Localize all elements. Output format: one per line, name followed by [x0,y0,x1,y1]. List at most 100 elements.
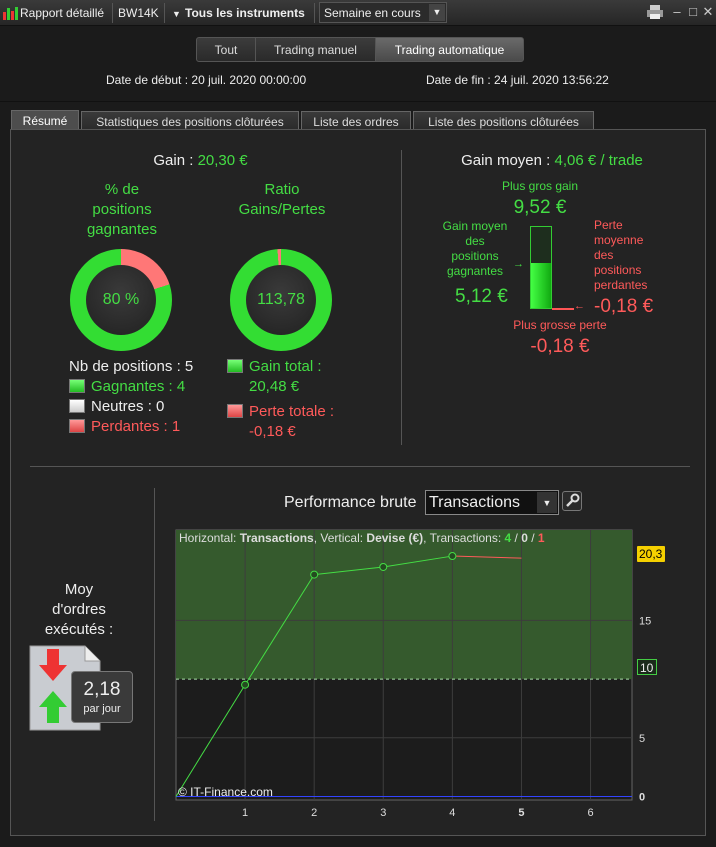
series-segment [452,555,522,559]
series-segment [175,684,246,797]
end-date: Date de fin : 24 juil. 2020 13:56:22 [426,73,609,87]
info-losers: 1 [537,531,545,545]
series-segment [244,574,315,685]
period-dropdown[interactable]: Semaine en cours ▼ [319,2,447,23]
perte-moy-l2: moyenne [594,233,644,247]
neutral-swatch [69,399,85,413]
positive-zone [176,530,632,680]
info-winners: 4 [504,531,512,545]
gain-moyen-label: Gain moyen : [461,152,551,169]
perte-moyenne-value: -0,18 € [594,296,654,317]
toolbar-divider [314,3,315,23]
info-prefix: Horizontal: [179,531,240,545]
ratio-title: Ratio Gains/Pertes [222,180,342,220]
gain-moyen-pos-l4: gagnantes [446,264,504,278]
pct-win-title: % de positions gagnantes [62,180,182,240]
chevron-down-icon[interactable]: ▼ [172,9,181,19]
orders-title-l2: d'ordres [52,601,106,618]
gain-heading: Gain : 20,30 € [0,152,401,169]
x-tick-label: 5 [518,807,524,819]
orders-title-l1: Moy [64,581,94,598]
gain-total-swatch [227,359,243,373]
loss-bar [552,308,574,310]
y-tick-label: 5 [639,733,645,745]
tab-closed-stats[interactable]: Statistiques des positions clôturées [81,111,299,130]
print-icon[interactable] [646,4,664,19]
win-rate-value: 80 % [86,265,156,335]
perte-moy-l3: des [594,248,614,262]
wrench-icon[interactable] [562,491,582,511]
win-rate-donut: 80 % [70,249,172,351]
performance-chart: 1 2 3 4 5 6 0 5 15 [175,529,651,819]
gain-moyen-heading: Gain moyen : 4,06 € / trade [402,152,702,169]
nb-positions: Nb de positions : 5 [69,358,194,375]
gain-moyen-pos-l3: positions [451,249,499,263]
chevron-down-icon: ▼ [429,4,445,21]
mode-auto-button[interactable]: Trading automatique [375,37,524,62]
data-point [310,570,319,579]
minimize-icon[interactable]: – [673,4,681,19]
info-sep2: / [527,531,538,545]
last-value-badge: 20,3 [637,546,665,562]
info-mid: , Vertical: [313,531,367,545]
tab-resume[interactable]: Résumé [11,110,79,130]
ratio-value: 113,78 [246,265,316,335]
chart-copyright: © IT-Finance.com [178,785,273,799]
losers-swatch [69,419,85,433]
data-point [241,680,250,689]
arrow-left-icon: ← [574,300,585,312]
perte-totale-label: Perte totale : [249,403,335,420]
section-divider [30,466,690,467]
report-label[interactable]: Rapport détaillé [20,6,105,20]
orders-value: 2,18 [83,679,121,700]
account-label[interactable]: BW14K [118,6,159,20]
start-date: Date de début : 20 juil. 2020 00:00:00 [106,73,307,87]
close-icon[interactable]: ✕ [702,4,714,19]
mode-manual-button[interactable]: Trading manuel [255,37,376,62]
info-horizontal: Transactions [239,531,314,545]
gain-total-label: Gain total : [249,358,322,375]
pct-win-title-l2: positions [92,201,152,218]
ratio-donut: 113,78 [230,249,332,351]
pct-win-title-l1: % de [104,181,140,198]
info-sep1: / [511,531,522,545]
perte-moy-l5: perdantes [594,278,648,292]
chart-report-icon [2,5,18,21]
gain-moyen-pos-l2: des [465,234,485,248]
x-tick-label: 4 [449,807,455,819]
performance-select-value: Transactions [429,494,520,511]
performance-title: Performance brute [284,494,417,511]
mode-all-button[interactable]: Tout [196,37,256,62]
perte-moy-l4: positions [594,263,642,277]
x-tick-label: 2 [311,807,317,819]
gain-moyen-positions-value: 5,12 € [455,286,508,307]
y-tick-label: 15 [639,615,651,627]
orders-value-box: 2,18 par jour [71,671,133,723]
tab-closed-positions[interactable]: Liste des positions clôturées [413,111,594,130]
perte-totale-value: -0,18 € [249,423,296,440]
info-neutral: 0 [521,531,528,545]
perte-totale-swatch [227,404,243,418]
plus-gros-gain-value: 9,52 € [513,197,567,218]
pct-win-title-l3: gagnantes [86,221,158,238]
orders-unit: par jour [83,703,121,715]
gain-moyen-positions-label: Gain moyen des positions gagnantes [432,219,518,279]
winners-count: Gagnantes : 4 [91,378,186,395]
orders-title: Moy d'ordres exécutés : [20,580,138,640]
period-value: Semaine en cours [324,6,421,20]
perte-moy-l1: Perte [594,218,623,232]
y-tick-label: 0 [639,791,645,803]
losers-count: Perdantes : 1 [91,418,181,435]
chart-divider [154,488,155,821]
gain-moyen-pos-l1: Gain moyen [442,219,508,233]
gain-moyen-value: 4,06 € / trade [554,152,643,169]
maximize-icon[interactable]: □ [689,4,697,19]
data-point [448,552,457,561]
tab-orders[interactable]: Liste des ordres [301,111,411,130]
performance-dropdown[interactable]: Transactions ▼ [425,490,559,515]
x-tick-label: 6 [587,807,593,819]
plus-gros-gain-label: Plus gros gain [501,179,579,193]
toolbar-divider [164,3,165,23]
instruments-selector[interactable]: Tous les instruments [185,6,305,20]
gain-total-value: 20,48 € [249,378,300,395]
